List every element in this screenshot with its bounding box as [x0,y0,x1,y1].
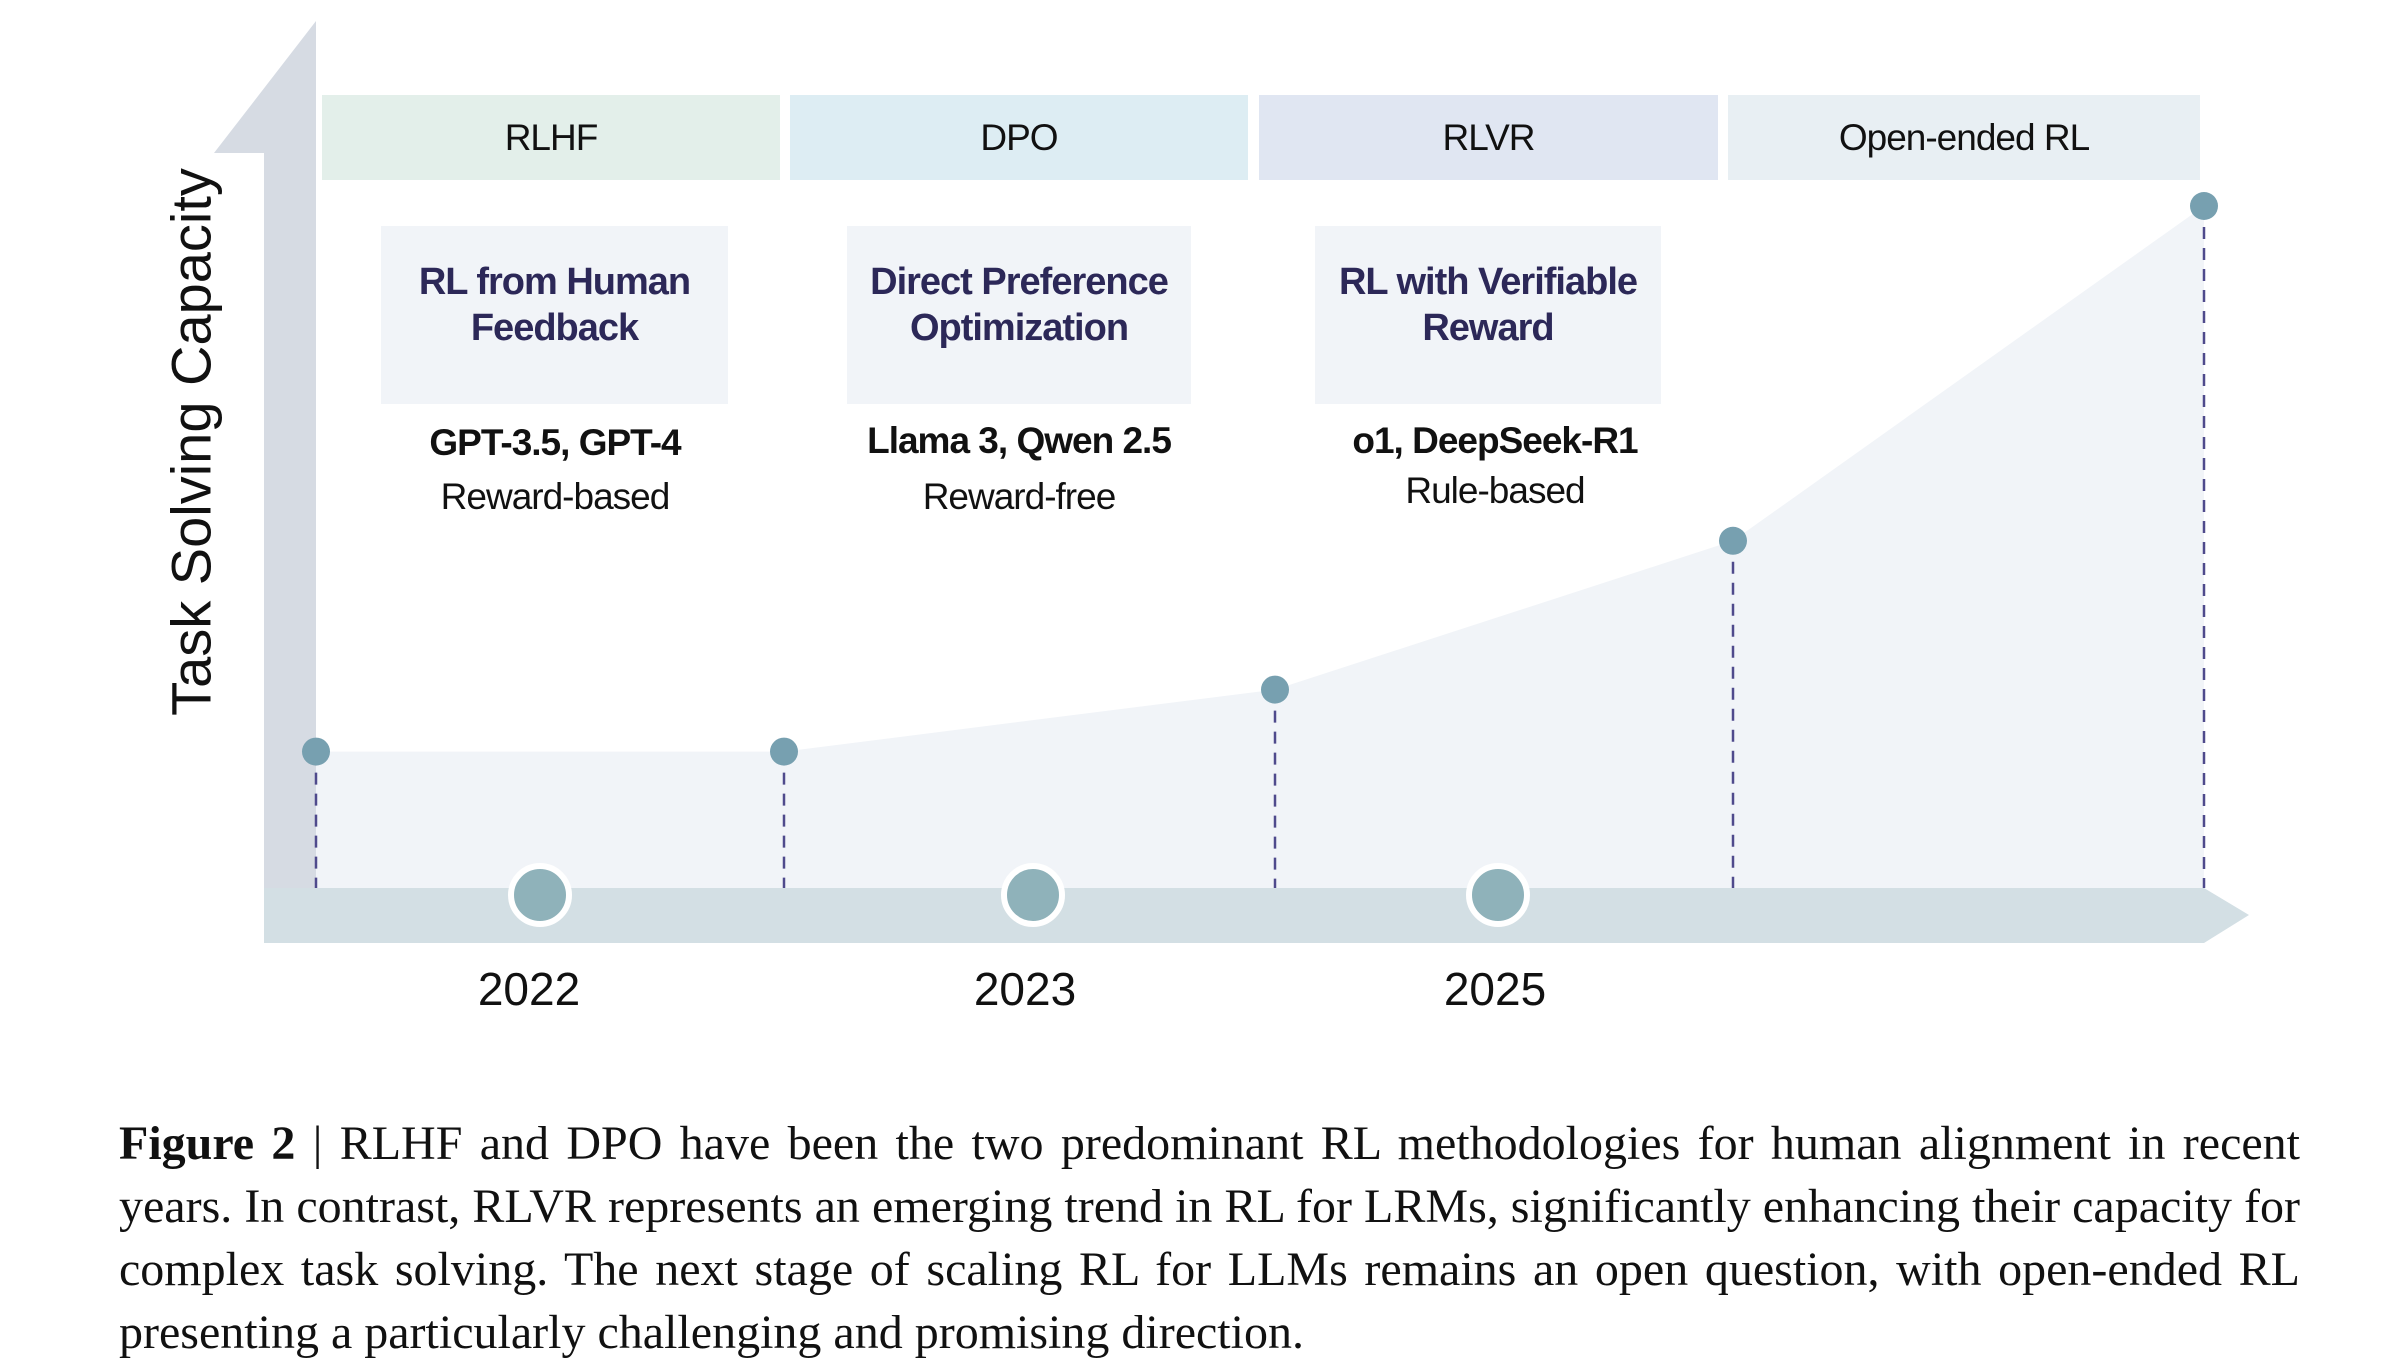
timeline-diagram [214,21,2249,943]
stage-band-rlhf: RLHF [322,95,780,180]
timeline-arrow [264,888,2249,943]
caption-label: Figure 2 [119,1117,296,1170]
stage-title-rlhf: RL from Human Feedback [381,226,728,404]
caption-separator: | [295,1117,340,1170]
figure-caption: Figure 2 | RLHF and DPO have been the tw… [119,1112,2300,1364]
stage-band-rlvr: RLVR [1259,95,1718,180]
stage-models-dpo: Llama 3, Qwen 2.5 [867,420,1172,461]
stage-band-dpo: DPO [790,95,1248,180]
year-label-2022: 2022 [477,963,581,1015]
capacity-point [1261,675,1289,704]
stage-title-rlvr: RL with Verifiable Reward [1315,226,1661,404]
stage-type-dpo: Reward-free [922,476,1117,517]
stage-title-dpo: Direct Preference Optimization [847,226,1191,404]
year-label-2023: 2023 [973,963,1077,1015]
capacity-point [302,737,330,766]
stage-type-rlvr: Rule-based [1405,470,1585,511]
capacity-point [2190,192,2218,220]
caption-text: RLHF and DPO have been the two predomina… [119,1117,2301,1359]
year-dot-2022 [508,863,572,927]
y-axis-label: Task Solving Capacity [159,168,223,716]
capacity-point [1719,526,1747,555]
stage-band-open-ended-rl: Open-ended RL [1728,95,2200,180]
y-axis-arrow [214,21,316,943]
stage-models-rlvr: o1, DeepSeek-R1 [1352,420,1638,461]
year-dot-2025 [1466,863,1530,927]
stage-type-rlhf: Reward-based [440,476,671,517]
year-label-2025: 2025 [1443,963,1547,1015]
year-dot-2023 [1001,863,1065,927]
stage-models-rlhf: GPT-3.5, GPT-4 [429,422,681,463]
capacity-point [770,737,798,766]
